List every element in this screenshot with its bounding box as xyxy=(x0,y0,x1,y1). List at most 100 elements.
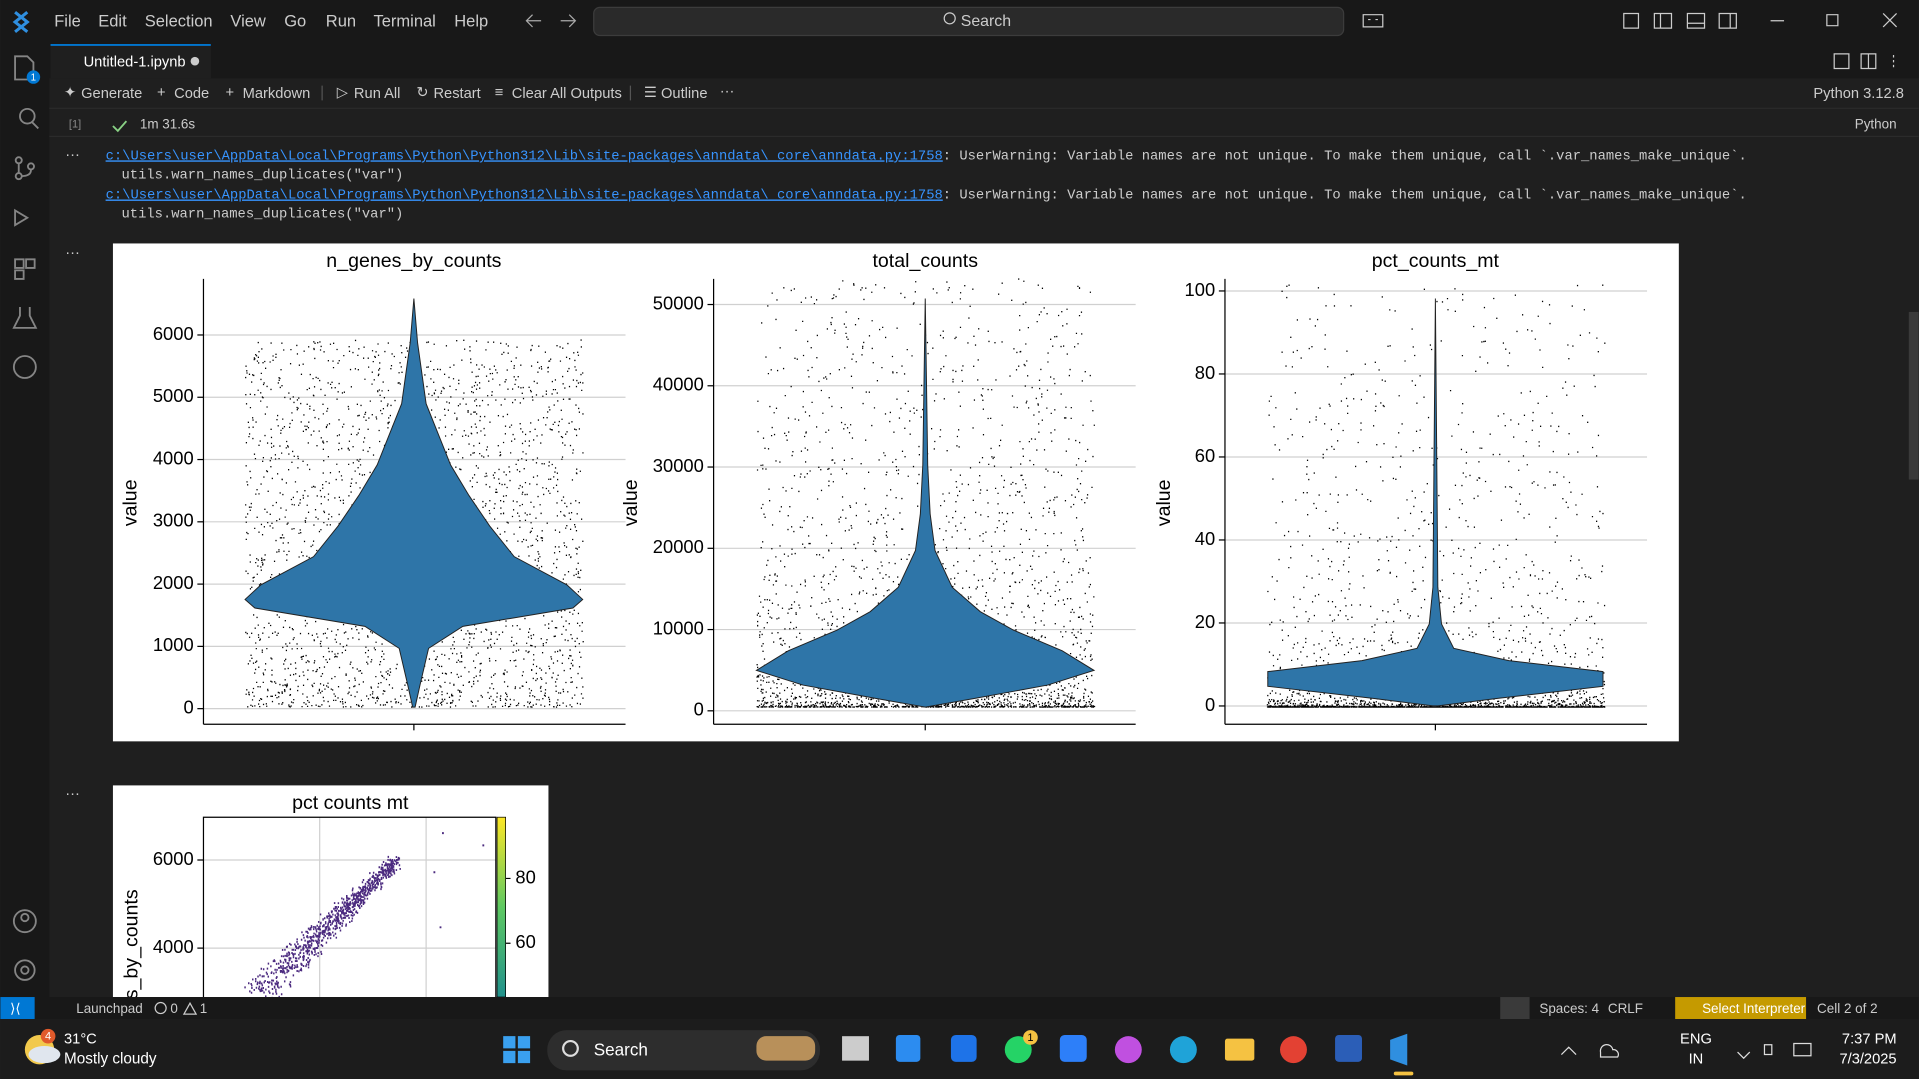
spaces[interactable]: Spaces: 4 xyxy=(1539,1001,1599,1016)
warning-count[interactable]: 1 xyxy=(200,1001,207,1016)
more-actions[interactable] xyxy=(1892,55,1895,68)
cell-position[interactable]: Cell 2 of 2 xyxy=(1817,1001,1878,1016)
status-bar xyxy=(0,997,1919,1020)
nav-arrows[interactable] xyxy=(525,14,577,28)
interpreter-warning-bg[interactable] xyxy=(1675,997,1807,1020)
success-check xyxy=(112,120,128,133)
toolbar-item[interactable]: Outline xyxy=(661,86,708,102)
search-label[interactable]: Search xyxy=(961,13,1011,30)
toolbar-icon: ☰ xyxy=(644,85,657,101)
duration: 1m 31.6s xyxy=(140,116,196,131)
weather[interactable]: Mostly cloudy xyxy=(64,1050,157,1067)
taskbar-search-icon xyxy=(562,1039,579,1057)
language[interactable]: ENG xyxy=(1680,1032,1712,1048)
eol[interactable]: CRLF xyxy=(1608,1001,1643,1016)
y-tick-label: 4000 xyxy=(153,447,194,468)
layout-icons[interactable] xyxy=(1623,12,1737,29)
y-tick-label: 1000 xyxy=(153,634,194,655)
colorbar xyxy=(496,816,507,998)
toolbar-item[interactable]: Generate xyxy=(81,86,142,102)
copilot-icon[interactable] xyxy=(1362,14,1384,28)
menu-item[interactable]: View xyxy=(230,12,266,30)
y-tick-label: 2000 xyxy=(153,572,194,593)
menu-item[interactable]: File xyxy=(54,12,81,30)
taskbar-search-label[interactable]: Search xyxy=(594,1040,648,1059)
toolbar-icon: ▷ xyxy=(337,85,349,101)
whatsapp-badge: 1 xyxy=(1027,1032,1033,1044)
menu-item[interactable]: Selection xyxy=(145,12,213,30)
toolbar-item[interactable]: Run All xyxy=(354,86,401,102)
scatter-points xyxy=(244,832,485,998)
warning-link[interactable]: c:\Users\user\AppData\Local\Programs\Pyt… xyxy=(106,187,943,203)
scrollbar-thumb[interactable] xyxy=(1908,311,1919,480)
y-tick-label: 30000 xyxy=(653,455,704,476)
weather-badge: 4 xyxy=(45,1031,51,1043)
kernel[interactable]: Python 3.12.8 xyxy=(1813,86,1904,102)
toolbar-icon: + xyxy=(157,85,166,101)
command-center[interactable] xyxy=(593,6,1345,37)
taskbar-search[interactable] xyxy=(547,1030,821,1071)
violin-body xyxy=(1267,298,1604,707)
tab-strip xyxy=(49,44,1919,79)
menu-item[interactable]: Go xyxy=(284,12,306,30)
start-button[interactable] xyxy=(503,1036,531,1064)
activity-badge: 1 xyxy=(31,72,36,83)
toolbar-item[interactable]: Clear All Outputs xyxy=(512,86,622,102)
colorbar-tick-label: 60 xyxy=(515,931,535,952)
cell-border xyxy=(49,135,1919,138)
y-axis-label: value xyxy=(119,479,141,526)
plot-title: total_counts xyxy=(872,250,978,272)
warning-code: utils.warn_names_duplicates("var") xyxy=(122,168,404,184)
active-tab[interactable] xyxy=(50,44,211,79)
y-tick-label: 10000 xyxy=(653,617,704,638)
zoom-indicator[interactable] xyxy=(1500,997,1530,1020)
y-axis-label: s_by_counts xyxy=(121,889,143,999)
y-tick-label: 20 xyxy=(1195,611,1215,632)
toolbar-item[interactable]: Markdown xyxy=(243,86,311,102)
toolbar-icon: ✦ xyxy=(64,85,76,101)
warning-link[interactable]: c:\Users\user\AppData\Local\Programs\Pyt… xyxy=(106,148,943,164)
menu-item[interactable]: Help xyxy=(454,12,488,30)
menu-item[interactable]: Run xyxy=(326,12,356,30)
clock-time[interactable]: 7:37 PM xyxy=(1842,1032,1897,1048)
editor-actions[interactable] xyxy=(1833,53,1877,70)
menu-item[interactable]: Terminal xyxy=(374,12,436,30)
window-controls[interactable] xyxy=(1770,13,1898,28)
y-tick-label: 0 xyxy=(694,699,704,720)
interpreter[interactable]: Select Interpreter xyxy=(1702,1001,1806,1016)
output-more[interactable]: ··· xyxy=(65,786,80,802)
toolbar-separators xyxy=(321,85,632,101)
active-app-indicator xyxy=(1393,1071,1414,1076)
tray-icons[interactable] xyxy=(1560,1042,1812,1060)
temperature[interactable]: 31°C xyxy=(64,1032,97,1048)
plot-title: pct counts mt xyxy=(292,792,409,814)
y-tick-label: 4000 xyxy=(153,936,194,957)
remote-icon: ⟩⟨ xyxy=(10,1001,21,1016)
output-more[interactable]: ··· xyxy=(65,245,80,261)
plot-title: pct_counts_mt xyxy=(1372,250,1500,272)
toolbar-item[interactable]: Code xyxy=(174,86,209,102)
output-more[interactable]: ··· xyxy=(65,147,80,163)
axes-frame xyxy=(202,816,497,998)
taskbar-apps[interactable] xyxy=(842,1033,1408,1066)
activity-icons[interactable] xyxy=(12,55,39,981)
remote-indicator[interactable] xyxy=(0,997,35,1020)
y-tick-label: 40 xyxy=(1195,528,1215,549)
region[interactable]: IN xyxy=(1689,1051,1704,1067)
tab-title[interactable]: Untitled-1.ipynb xyxy=(84,54,186,70)
violin-body xyxy=(244,298,584,708)
error-count[interactable]: 0 xyxy=(170,1001,177,1016)
colorbar-tick-label: 80 xyxy=(515,866,535,887)
activity-bar xyxy=(0,44,50,998)
weather-badge-bg xyxy=(40,1028,56,1044)
y-tick-label: 6000 xyxy=(153,323,194,344)
scatter-figure: pct counts mt s_by_counts 4000 6000 60 80 xyxy=(121,792,536,999)
menu-item[interactable]: Edit xyxy=(98,12,127,30)
dirty-dot xyxy=(190,56,200,66)
launchpad[interactable]: Launchpad xyxy=(76,1001,143,1016)
toolbar-icon: ≡ xyxy=(495,85,504,101)
warning-message: : UserWarning: Variable names are not un… xyxy=(943,148,1747,164)
clock-date[interactable]: 7/3/2025 xyxy=(1839,1051,1896,1067)
toolbar-item[interactable]: Restart xyxy=(433,86,480,102)
